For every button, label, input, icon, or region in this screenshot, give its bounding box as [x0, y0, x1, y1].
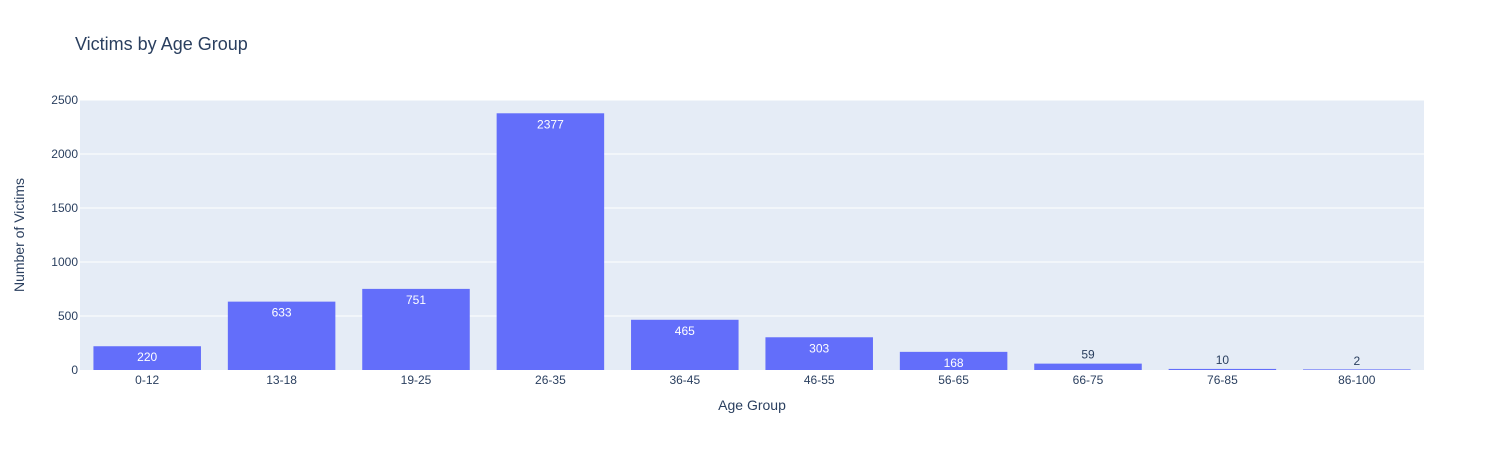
y-tick-label: 500	[58, 309, 78, 323]
bar-data-label: 10	[1216, 353, 1230, 367]
bar	[1303, 369, 1411, 370]
bar-data-label: 633	[272, 306, 292, 320]
x-tick-label: 66-75	[1073, 373, 1104, 387]
bar-data-label: 220	[137, 350, 157, 364]
x-tick-label: 36-45	[669, 373, 700, 387]
y-tick-label: 2500	[51, 93, 78, 107]
y-tick-label: 0	[71, 363, 78, 377]
bar-data-label: 303	[809, 341, 829, 355]
y-tick-label: 1000	[51, 255, 78, 269]
bar	[1034, 363, 1142, 370]
x-tick-label: 46-55	[804, 373, 835, 387]
bar	[1168, 368, 1277, 370]
bar	[362, 288, 470, 370]
chart-title: Victims by Age Group	[75, 34, 248, 54]
x-tick-labels: 0-12 13-18 19-25 26-35 36-45 46-55 56-65 66-75 7…	[135, 373, 1376, 387]
bar-labels: 220 633 751 2377 465 303 168 59 10 2	[137, 117, 1360, 370]
y-axis-title: Number of Victims	[11, 178, 27, 292]
bar	[765, 337, 873, 370]
y-tick-label: 2000	[51, 147, 78, 161]
bar	[496, 113, 605, 370]
bar	[631, 319, 739, 370]
bar	[93, 346, 201, 370]
x-tick-label: 86-100	[1338, 373, 1376, 387]
bar-data-label: 751	[406, 293, 426, 307]
bar-data-label: 2377	[537, 117, 564, 131]
x-tick-label: 56-65	[938, 373, 969, 387]
x-tick-label: 26-35	[535, 373, 566, 387]
bars	[93, 113, 1411, 370]
bar-data-label: 2	[1353, 354, 1360, 368]
bar-data-label: 59	[1081, 348, 1095, 362]
y-tick-label: 1500	[51, 201, 78, 215]
bar	[899, 351, 1008, 370]
x-tick-label: 13-18	[266, 373, 297, 387]
bar-data-label: 168	[944, 356, 964, 370]
x-tick-label: 0-12	[135, 373, 159, 387]
bar-data-label: 465	[675, 324, 695, 338]
x-axis-title: Age Group	[718, 397, 786, 413]
y-tick-labels: 0 500 1000 1500 2000 2500	[51, 93, 78, 377]
x-tick-label: 19-25	[401, 373, 432, 387]
x-tick-label: 76-85	[1207, 373, 1238, 387]
bar	[227, 301, 336, 370]
